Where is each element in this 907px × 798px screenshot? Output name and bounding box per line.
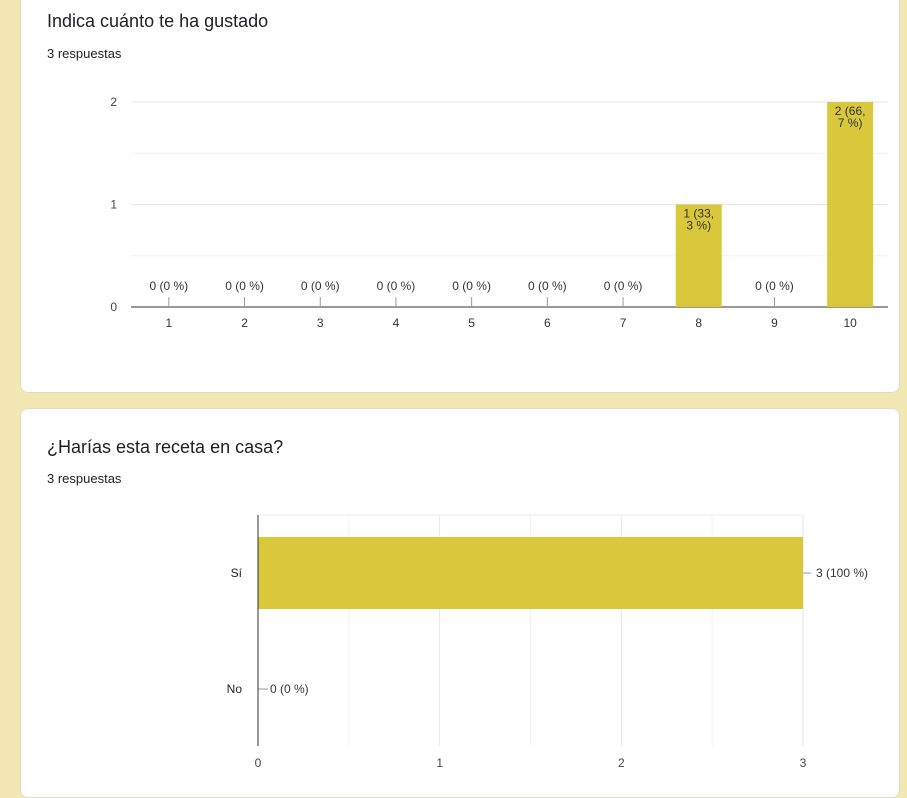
x-tick-label: 9 bbox=[771, 316, 778, 330]
data-label: 3 (100 %) bbox=[816, 566, 868, 580]
data-label: 0 (0 %) bbox=[225, 279, 264, 293]
x-tick-label: 1 bbox=[436, 756, 443, 770]
x-tick-label: 3 bbox=[317, 316, 324, 330]
bar bbox=[675, 204, 722, 307]
recipe-bar-chart: 0 1 2 3 Sí 3 (100 %) No 0 (0 %) bbox=[227, 514, 868, 770]
question-title: ¿Harías esta receta en casa? bbox=[47, 437, 284, 457]
data-label: 0 (0 %) bbox=[150, 279, 189, 293]
data-label: 0 (0 %) bbox=[377, 279, 416, 293]
x-tick-label: 7 bbox=[620, 316, 627, 330]
bar bbox=[827, 102, 874, 307]
question-card-rating: Indica cuánto te ha gustado 3 respuestas bbox=[20, 0, 900, 393]
data-label: 2 (66, bbox=[835, 104, 866, 118]
data-label: 0 (0 %) bbox=[270, 682, 309, 696]
rating-bar-chart: 0 1 2 0 (0 %) 1 0 (0 %) 2 0 (0 %) 3 0 (0 %) 4 0 (0 … bbox=[110, 95, 888, 330]
bar bbox=[258, 537, 803, 609]
x-tick-label: 2 bbox=[241, 316, 248, 330]
response-count: 3 respuestas bbox=[47, 46, 122, 61]
data-label: 0 (0 %) bbox=[604, 279, 643, 293]
y-tick-label: 1 bbox=[110, 198, 117, 212]
x-tick-label: 0 bbox=[255, 756, 262, 770]
data-label: 1 (33, bbox=[683, 207, 714, 221]
x-tick-label: 1 bbox=[166, 316, 173, 330]
x-tick-label: 5 bbox=[468, 316, 475, 330]
data-label: 0 (0 %) bbox=[755, 279, 794, 293]
response-count: 3 respuestas bbox=[47, 471, 122, 486]
x-tick-label: 6 bbox=[544, 316, 551, 330]
y-tick-label: 0 bbox=[110, 300, 117, 314]
data-label: 7 %) bbox=[838, 116, 863, 130]
x-tick-label: 10 bbox=[843, 316, 857, 330]
y-tick-label: No bbox=[227, 682, 243, 696]
x-tick-label: 2 bbox=[618, 756, 625, 770]
y-tick-label: Sí bbox=[231, 566, 243, 580]
x-tick-label: 4 bbox=[393, 316, 400, 330]
question-title: Indica cuánto te ha gustado bbox=[47, 11, 269, 31]
data-label: 0 (0 %) bbox=[452, 279, 491, 293]
x-tick-label: 3 bbox=[800, 756, 807, 770]
y-tick-label: 2 bbox=[110, 95, 117, 109]
data-label: 0 (0 %) bbox=[301, 279, 340, 293]
x-tick-label: 8 bbox=[695, 316, 702, 330]
data-label: 0 (0 %) bbox=[528, 279, 567, 293]
data-label: 3 %) bbox=[686, 219, 711, 233]
